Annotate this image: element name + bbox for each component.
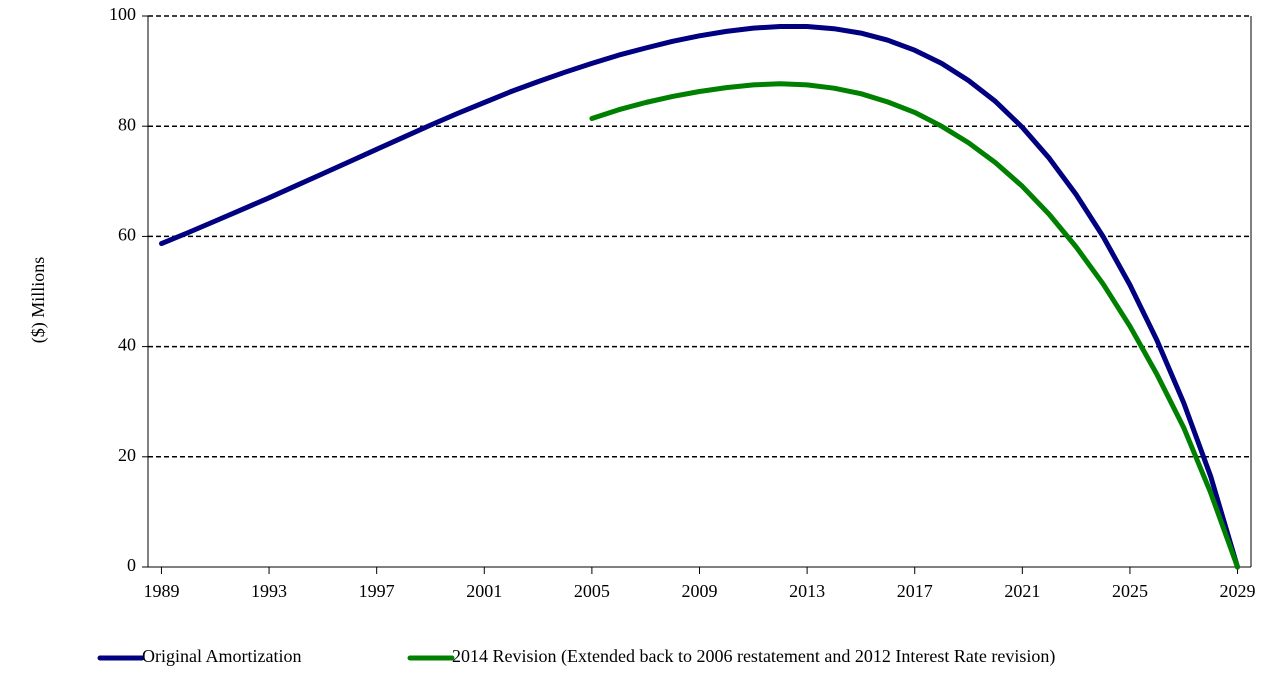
x-tick-label: 2009 bbox=[682, 581, 718, 601]
x-tick-label: 2005 bbox=[574, 581, 610, 601]
x-tick-label: 1993 bbox=[251, 581, 287, 601]
y-axis-label: ($) Millions bbox=[28, 257, 49, 344]
x-tick-label: 1989 bbox=[143, 581, 179, 601]
x-tick-label: 2017 bbox=[897, 581, 933, 601]
y-tick-label: 60 bbox=[118, 225, 136, 245]
y-tick-label: 20 bbox=[118, 445, 136, 465]
y-tick-label: 100 bbox=[109, 4, 136, 24]
legend-label: Original Amortization bbox=[142, 646, 301, 666]
x-tick-label: 1997 bbox=[359, 581, 395, 601]
x-tick-label: 2025 bbox=[1112, 581, 1148, 601]
legend-label: 2014 Revision (Extended back to 2006 res… bbox=[452, 646, 1055, 667]
x-tick-label: 2001 bbox=[466, 581, 502, 601]
series-line bbox=[159, 24, 1240, 570]
y-tick-label: 0 bbox=[127, 555, 136, 575]
y-tick-label: 40 bbox=[118, 335, 136, 355]
y-tick-label: 80 bbox=[118, 114, 136, 134]
x-tick-label: 2029 bbox=[1220, 581, 1256, 601]
series-line bbox=[589, 81, 1240, 570]
x-tick-label: 2021 bbox=[1004, 581, 1040, 601]
x-tick-label: 2013 bbox=[789, 581, 825, 601]
